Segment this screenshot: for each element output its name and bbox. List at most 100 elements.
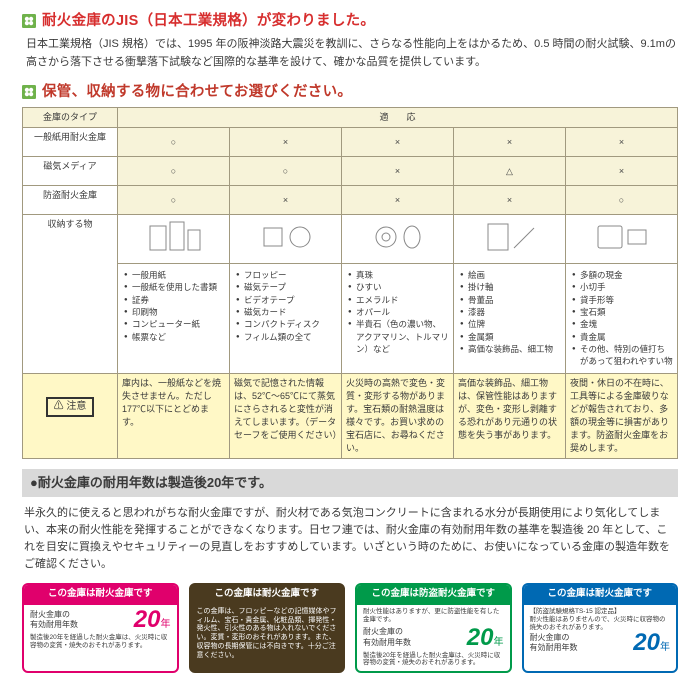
mark: ○ bbox=[171, 131, 176, 153]
label-1-left: 耐火金庫の 有効耐用年数 bbox=[30, 610, 130, 631]
list-item: その他、特別の値打ちがあって狙われやすい物 bbox=[580, 343, 673, 368]
icons-col-1 bbox=[230, 215, 342, 264]
page-root: 耐火金庫のJIS（日本工業規格）が変わりました。 日本工業規格（JIS 規格）で… bbox=[0, 0, 700, 700]
label-3-foot: 製造後20年を経過した耐火金庫は、火災時に収容物の変質・焼失のおそれがあります。 bbox=[363, 652, 504, 668]
mark: × bbox=[283, 131, 288, 153]
items-col-1: フロッピー磁気テープビデオテープ磁気カードコンパクトディスクフィルム類の全て bbox=[230, 264, 342, 374]
items-col-0: 一般用紙一般紙を使用した書類証券印刷物コンピューター紙帳票など bbox=[118, 264, 230, 374]
mark: × bbox=[507, 189, 512, 211]
section1-heading-row: 耐火金庫のJIS（日本工業規格）が変わりました。 bbox=[22, 10, 678, 32]
label-2-body: この金庫は、フロッピーなどの記憶媒体やフィルム、宝石・貴金属、化粧品類、揮発性・… bbox=[197, 608, 338, 661]
label-3-head: この金庫は防盗耐火金庫です bbox=[357, 585, 510, 605]
list-item: 磁気カード bbox=[244, 306, 337, 318]
label-3-years: 20 bbox=[467, 624, 494, 651]
mark: × bbox=[395, 189, 400, 211]
th-type: 金庫のタイプ bbox=[23, 108, 118, 128]
label-4-years: 20 bbox=[633, 629, 660, 656]
list-item: フロッピー bbox=[244, 269, 337, 281]
label-3: この金庫は防盗耐火金庫です 耐火性能はありますが、更に防盗性能を有した金庫です。… bbox=[355, 583, 512, 673]
list-item: 金属類 bbox=[468, 331, 561, 343]
items-col-2: 真珠ひすいエメラルドオパール半貴石（色の濃い物、アクアマリン、トルマリン）など bbox=[342, 264, 454, 374]
list-item: 小切手 bbox=[580, 281, 673, 293]
row-storage-label: 収納する物 bbox=[23, 215, 118, 374]
label-4-left: 耐火金庫の 有効耐用年数 bbox=[530, 633, 630, 654]
row-caution: ⚠ 注意 庫内は、一般紙などを焼失させません。ただし 177℃以下にとどめます。… bbox=[23, 373, 678, 458]
mark: △ bbox=[506, 160, 513, 182]
compatibility-table: 金庫のタイプ 適 応 一般紙用耐火金庫 ○ × × × × 磁気メディア ○ ○… bbox=[22, 107, 678, 459]
icons-col-0 bbox=[118, 215, 230, 264]
list-item: フィルム類の全て bbox=[244, 331, 337, 343]
row-type-label-1: 磁気メディア bbox=[23, 157, 118, 186]
mark: ○ bbox=[619, 189, 624, 211]
label-1-head: この金庫は耐火金庫です bbox=[24, 585, 177, 605]
list-item: 多額の現金 bbox=[580, 269, 673, 281]
row-type-1: 磁気メディア ○ ○ × △ × bbox=[23, 157, 678, 186]
section1-title: 耐火金庫のJIS（日本工業規格）が変わりました。 bbox=[42, 10, 375, 32]
label-4-extra: 【防盗試験規格TS-15 認定品】 耐火性能はありませんので、火災時に収容物の焼… bbox=[530, 608, 671, 631]
mark: ○ bbox=[283, 160, 288, 182]
list-item: コンパクトディスク bbox=[244, 318, 337, 330]
list-item: 高価な装飾品、細工物 bbox=[468, 343, 561, 355]
list-item: 金塊 bbox=[580, 318, 673, 330]
section1-subtext: 日本工業規格（JIS 規格）では、1995 年の阪神淡路大震災を教訓に、さらなる… bbox=[26, 36, 678, 70]
list-item: 帳票など bbox=[132, 331, 225, 343]
list-item: ビデオテープ bbox=[244, 294, 337, 306]
caution-4: 夜間・休日の不在時に、工具等による金庫破りなどが報告されており、多額の現金等に損… bbox=[566, 373, 678, 458]
caution-0: 庫内は、一般紙などを焼失させません。ただし 177℃以下にとどめます。 bbox=[118, 373, 230, 458]
list-item: コンピューター紙 bbox=[132, 318, 225, 330]
list-item: 証券 bbox=[132, 294, 225, 306]
caution-3: 高価な装飾品、細工物は、保管性能はありますが、変色・変形し剥離する恐れがあり元通… bbox=[454, 373, 566, 458]
label-3-left: 耐火金庫の 有効耐用年数 bbox=[363, 627, 463, 648]
list-item: 磁気テープ bbox=[244, 281, 337, 293]
list-item: 掛け軸 bbox=[468, 281, 561, 293]
label-1-foot: 製造後20年を経過した耐火金庫は、火災時に収容物の変質・焼失のおそれがあります。 bbox=[30, 634, 171, 650]
list-item: エメラルド bbox=[356, 294, 449, 306]
section3-bar: ●耐火金庫の耐用年数は製造後20年です。 bbox=[22, 469, 678, 497]
mark: × bbox=[507, 131, 512, 153]
clover-icon bbox=[22, 14, 36, 28]
clover-icon bbox=[22, 85, 36, 99]
mark: ○ bbox=[171, 189, 176, 211]
list-item: 半貴石（色の濃い物、アクアマリン、トルマリン）など bbox=[356, 318, 449, 355]
items-col-3: 絵画掛け軸骨董品漆器位牌金属類高価な装飾品、細工物 bbox=[454, 264, 566, 374]
row-type-label-2: 防盗耐火金庫 bbox=[23, 186, 118, 215]
section3-body: 半永久的に使えると思われがちな耐火金庫ですが、耐火材である気泡コンクリートに含ま… bbox=[24, 505, 676, 573]
list-item: 漆器 bbox=[468, 306, 561, 318]
label-1: この金庫は耐火金庫です 耐火金庫の 有効耐用年数 20年 製造後20年を経過した… bbox=[22, 583, 179, 673]
mark: ○ bbox=[171, 160, 176, 182]
row-type-0: 一般紙用耐火金庫 ○ × × × × bbox=[23, 128, 678, 157]
list-item: 骨董品 bbox=[468, 294, 561, 306]
label-2: この金庫は耐火金庫です この金庫は、フロッピーなどの記憶媒体やフィルム、宝石・貴… bbox=[189, 583, 346, 673]
label-4-head: この金庫は耐火金庫です bbox=[524, 585, 677, 605]
caution-2: 火災時の高熱で変色・変質・変形する物があります。宝石類の耐熱温度は様々です。お買… bbox=[342, 373, 454, 458]
list-item: 貸手形等 bbox=[580, 294, 673, 306]
list-item: ひすい bbox=[356, 281, 449, 293]
section2-heading-row: 保管、収納する物に合わせてお選びください。 bbox=[22, 81, 678, 103]
icons-col-2 bbox=[342, 215, 454, 264]
row-icons: 収納する物 bbox=[23, 215, 678, 264]
caution-label-cell: ⚠ 注意 bbox=[23, 373, 118, 458]
list-item: 一般用紙 bbox=[132, 269, 225, 281]
label-4-unit: 年 bbox=[660, 642, 670, 653]
list-item: オパール bbox=[356, 306, 449, 318]
list-item: 位牌 bbox=[468, 318, 561, 330]
row-storage-items: 一般用紙一般紙を使用した書類証券印刷物コンピューター紙帳票など フロッピー磁気テ… bbox=[23, 264, 678, 374]
label-1-years: 20 bbox=[134, 606, 161, 633]
row-type-label-0: 一般紙用耐火金庫 bbox=[23, 128, 118, 157]
th-compat: 適 応 bbox=[118, 108, 678, 128]
list-item: 宝石類 bbox=[580, 306, 673, 318]
caution-1: 磁気で記憶された情報は、52℃～65℃にて蒸気にさらされると変性が消えてしまいま… bbox=[230, 373, 342, 458]
mark: × bbox=[395, 160, 400, 182]
label-2-head: この金庫は耐火金庫です bbox=[191, 585, 344, 605]
list-item: 絵画 bbox=[468, 269, 561, 281]
mark: × bbox=[619, 160, 624, 182]
list-item: 印刷物 bbox=[132, 306, 225, 318]
mark: × bbox=[619, 131, 624, 153]
label-3-extra: 耐火性能はありますが、更に防盗性能を有した金庫です。 bbox=[363, 608, 504, 624]
row-type-2: 防盗耐火金庫 ○ × × × ○ bbox=[23, 186, 678, 215]
mark: × bbox=[283, 189, 288, 211]
list-item: 一般紙を使用した書類 bbox=[132, 281, 225, 293]
icons-col-4 bbox=[566, 215, 678, 264]
caution-label: 注意 bbox=[66, 401, 86, 412]
list-item: 真珠 bbox=[356, 269, 449, 281]
